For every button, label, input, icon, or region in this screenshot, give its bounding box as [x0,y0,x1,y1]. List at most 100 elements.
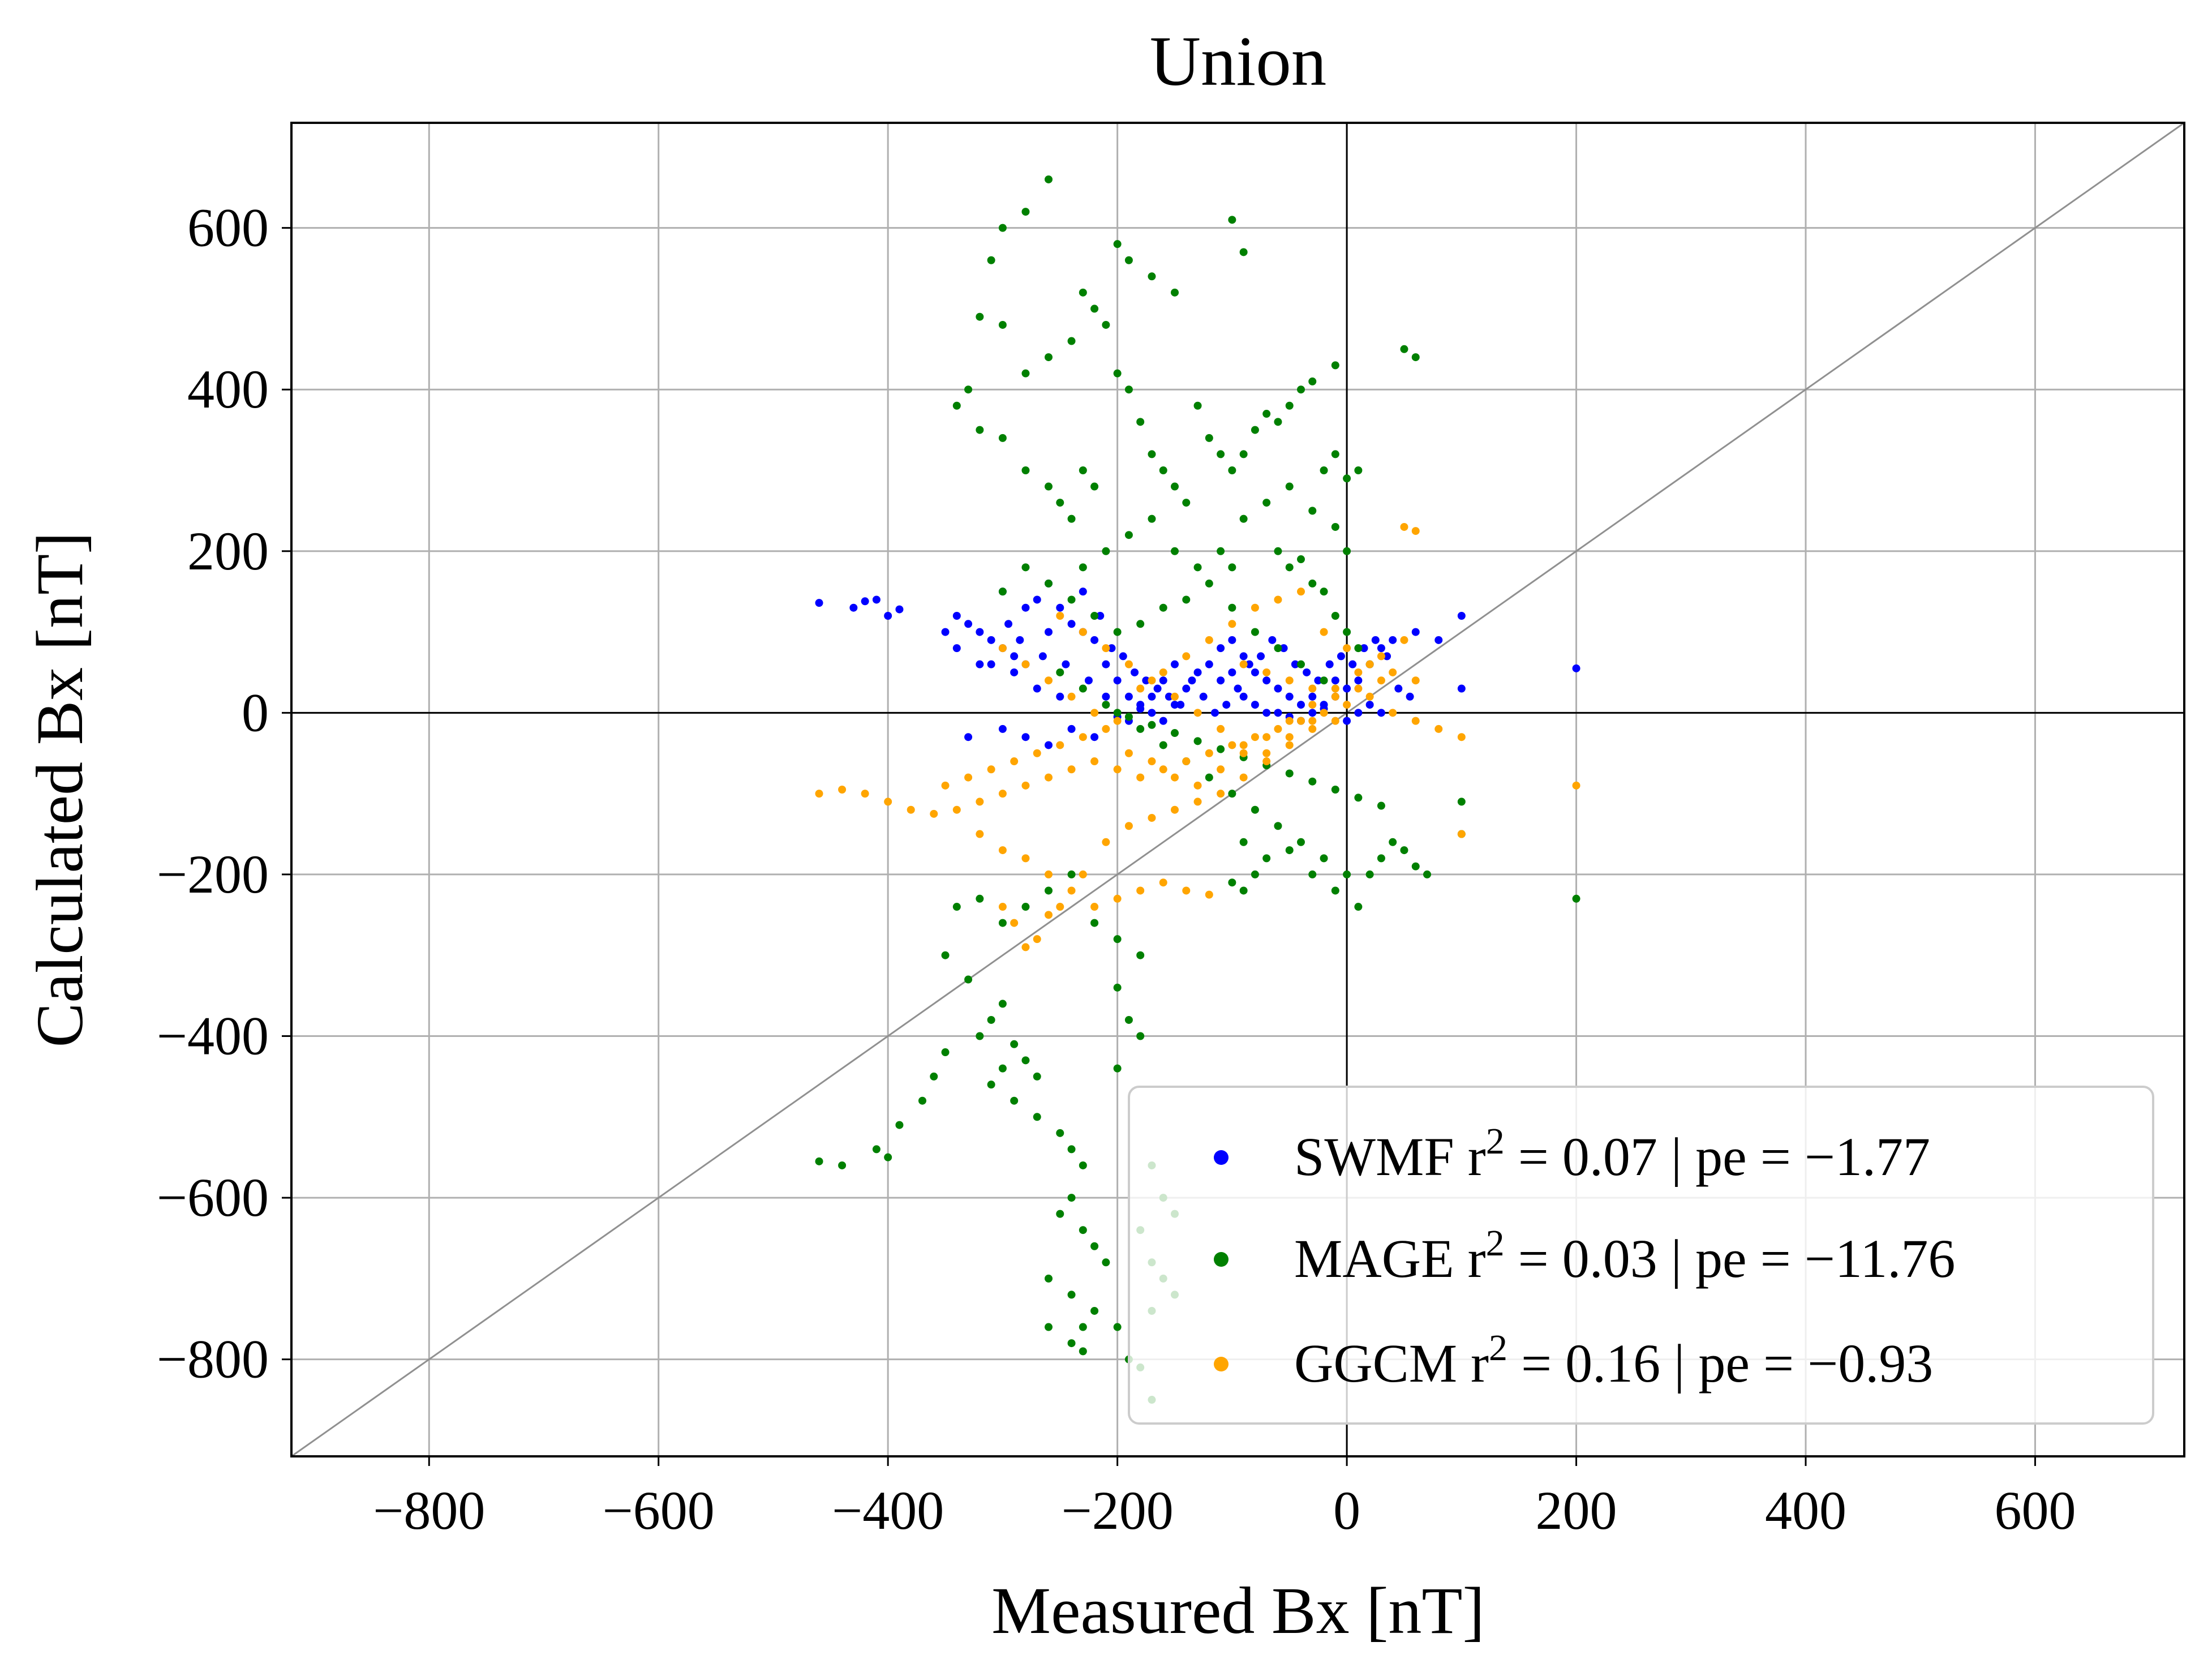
data-point-swmf [1457,684,1466,693]
data-point-swmf [1038,652,1047,661]
data-point-mage [1400,345,1408,353]
data-point-swmf [1102,692,1110,701]
data-point-swmf [1188,676,1196,685]
x-tick-label: −200 [1062,1480,1174,1541]
data-point-mage [1193,737,1202,745]
data-point-mage [952,903,961,911]
data-point-ggcm [998,903,1007,911]
data-point-ggcm [1171,805,1179,814]
data-point-mage [1262,410,1271,418]
data-point-swmf [976,628,984,636]
data-point-swmf [1572,664,1580,672]
data-point-mage [884,1153,892,1161]
data-point-ggcm [1308,701,1317,709]
data-point-mage [1067,515,1076,523]
data-point-ggcm [1331,717,1339,725]
data-point-ggcm [1102,724,1110,733]
data-point-swmf [1285,692,1294,701]
data-point-mage [964,385,973,394]
data-point-ggcm [1159,765,1167,774]
data-point-mage [1171,482,1179,491]
data-point-swmf [815,599,823,607]
data-point-mage [1124,713,1133,721]
data-point-swmf [861,597,869,606]
data-point-mage [1297,555,1305,564]
data-point-mage [1079,563,1087,572]
y-tick-label: 600 [187,198,269,258]
data-point-mage [1354,794,1363,802]
data-point-swmf [1308,709,1317,717]
data-point-mage [998,434,1007,442]
data-point-mage [1239,248,1248,256]
data-point-swmf [1199,692,1208,701]
x-tick-label: 200 [1536,1480,1617,1541]
data-point-mage [1079,466,1087,474]
data-point-ggcm [1079,870,1087,878]
x-tick-label: −600 [603,1480,715,1541]
data-point-mage [1274,822,1282,830]
data-point-ggcm [1148,676,1156,685]
data-point-ggcm [1457,830,1466,838]
data-point-swmf [1205,660,1213,668]
data-point-ggcm [1251,733,1259,741]
data-point-mage [1159,603,1167,612]
legend-marker-swmf [1214,1150,1229,1165]
data-point-ggcm [1124,822,1133,830]
data-point-mage [815,1157,823,1165]
data-point-mage [1067,1339,1076,1348]
data-point-swmf [1383,652,1391,661]
data-point-ggcm [1193,798,1202,806]
x-tick-label: −800 [373,1480,485,1541]
data-point-mage [1285,482,1294,491]
data-point-swmf [1228,668,1236,676]
data-point-swmf [1411,628,1420,636]
data-point-swmf [1239,692,1248,701]
data-point-ggcm [1079,628,1087,636]
data-point-ggcm [1239,660,1248,668]
data-point-mage [1113,369,1122,378]
data-point-ggcm [1021,660,1030,668]
data-point-swmf [1148,709,1156,717]
data-point-ggcm [1021,943,1030,951]
data-point-ggcm [1045,676,1053,685]
data-point-mage [1113,983,1122,992]
data-point-mage [1228,466,1236,474]
data-point-swmf [1148,692,1156,701]
data-point-ggcm [952,805,961,814]
data-point-mage [1102,547,1110,555]
y-tick-label: 0 [242,682,269,743]
data-point-mage [1113,628,1122,636]
data-point-swmf [1165,692,1173,701]
data-point-mage [1457,798,1466,806]
data-point-mage [1400,846,1408,855]
data-point-ggcm [1285,676,1294,685]
data-point-swmf [1090,733,1099,741]
data-point-mage [1090,919,1099,927]
data-point-swmf [1394,684,1403,693]
data-point-mage [1102,1258,1110,1267]
data-point-swmf [1262,676,1271,685]
data-point-swmf [1303,668,1311,676]
data-point-ggcm [1297,717,1305,725]
data-point-ggcm [1285,741,1294,749]
data-point-mage [1079,1161,1087,1169]
data-point-swmf [1067,620,1076,628]
data-point-mage [1113,1064,1122,1073]
data-point-mage [1572,894,1580,903]
data-point-ggcm [1079,733,1087,741]
data-point-mage [1205,773,1213,782]
data-point-ggcm [1124,749,1133,757]
data-point-mage [1274,644,1282,653]
data-point-swmf [1406,692,1414,701]
data-point-swmf [987,636,995,644]
data-point-ggcm [1308,717,1317,725]
data-point-swmf [1389,636,1397,644]
data-point-swmf [1119,652,1127,661]
data-point-mage [1090,1242,1099,1250]
data-point-swmf [895,605,904,614]
data-point-mage [1343,474,1351,483]
data-point-ggcm [1159,878,1167,887]
data-point-ggcm [1148,813,1156,822]
data-point-mage [1297,660,1305,668]
